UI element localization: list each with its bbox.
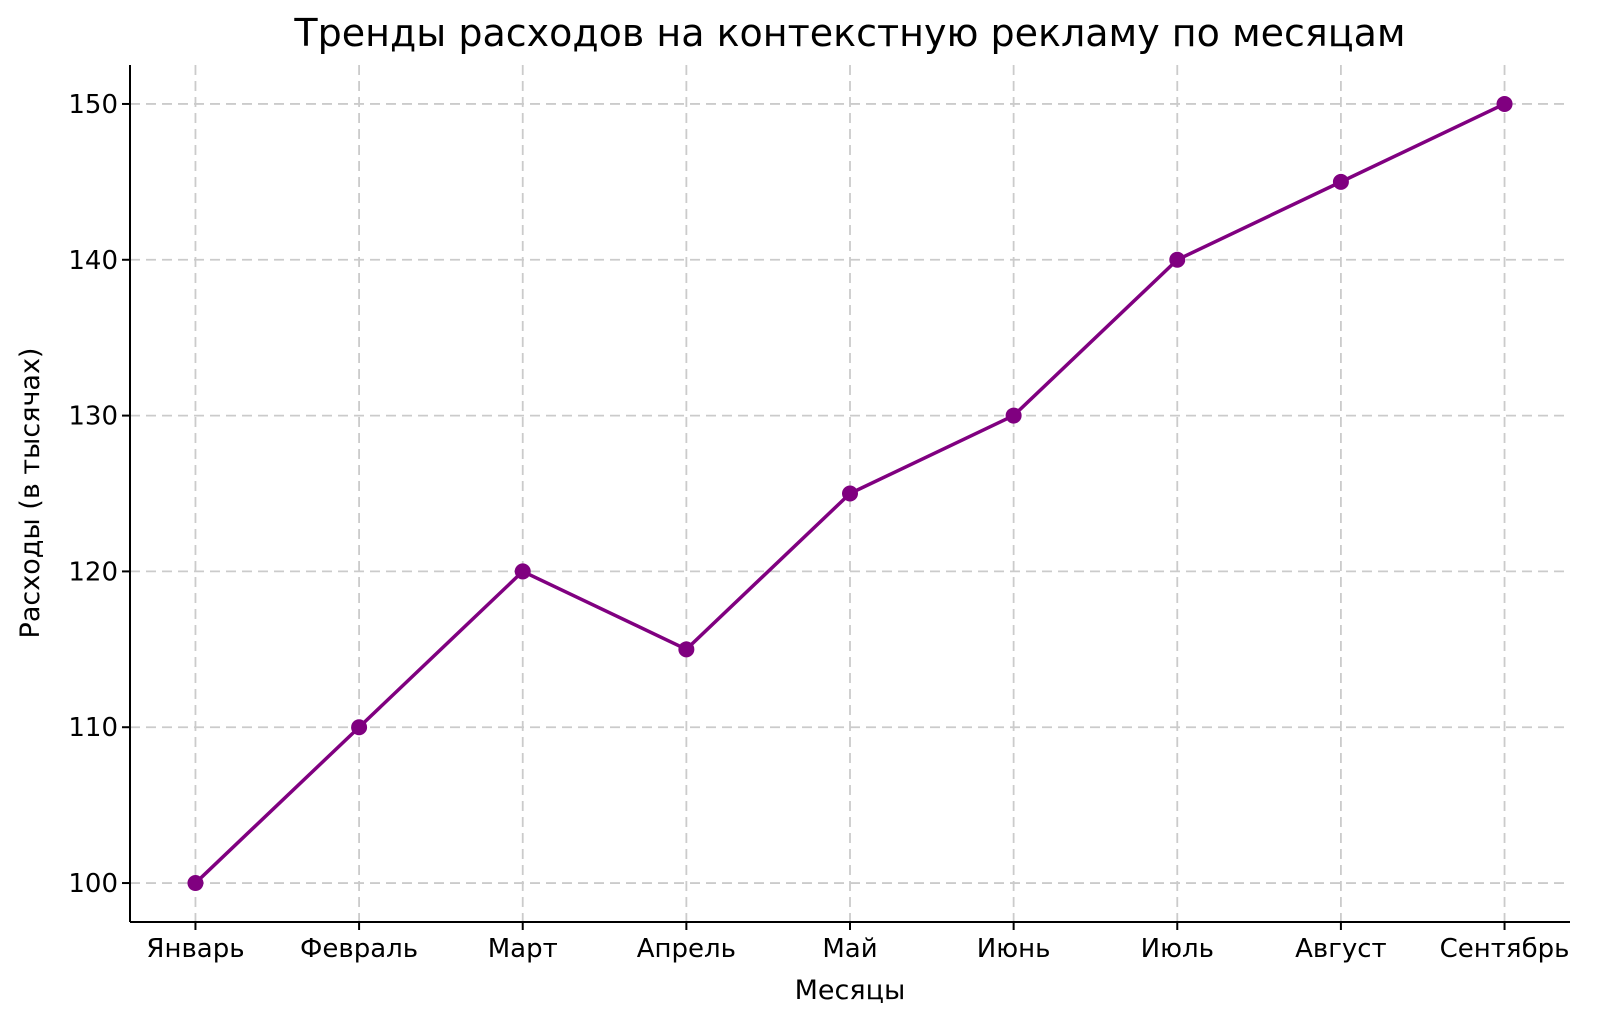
- tick-label-layer: 100 110 120 130 140 150 Январь Февраль Март Апрел…: [68, 90, 1569, 964]
- y-tick-label: 110: [68, 713, 118, 743]
- data-point: [1169, 251, 1186, 268]
- x-tick-label: Апрель: [637, 934, 736, 964]
- x-tick-label: Июнь: [977, 934, 1051, 964]
- x-tick-label: Июль: [1141, 934, 1214, 964]
- y-tick-label: 100: [68, 869, 118, 899]
- data-point: [678, 641, 695, 658]
- y-tick-label: 120: [68, 557, 118, 587]
- x-tick-label: Март: [488, 934, 558, 964]
- data-point: [1005, 407, 1022, 424]
- x-tick-label: Январь: [146, 934, 244, 964]
- y-tick-label: 150: [68, 90, 118, 120]
- data-point: [187, 875, 204, 892]
- y-axis-label: Расходы (в тысячах): [15, 348, 46, 639]
- y-tick-label: 140: [68, 246, 118, 276]
- x-tick-label: Август: [1295, 934, 1387, 964]
- data-point: [1496, 95, 1513, 112]
- grid-layer: [130, 65, 1570, 922]
- x-tick-label: Сентябрь: [1440, 934, 1570, 964]
- x-tick-label: Май: [822, 934, 877, 964]
- data-point: [351, 719, 368, 736]
- axis-layer: [122, 65, 1570, 930]
- series-layer: [187, 95, 1513, 892]
- data-point: [514, 563, 531, 580]
- x-axis-label: Месяцы: [795, 975, 906, 1006]
- y-tick-label: 130: [68, 402, 118, 432]
- data-point: [1332, 173, 1349, 190]
- chart-title: Тренды расходов на контекстную рекламу п…: [293, 11, 1405, 55]
- x-tick-label: Февраль: [300, 934, 418, 964]
- data-point: [842, 485, 858, 502]
